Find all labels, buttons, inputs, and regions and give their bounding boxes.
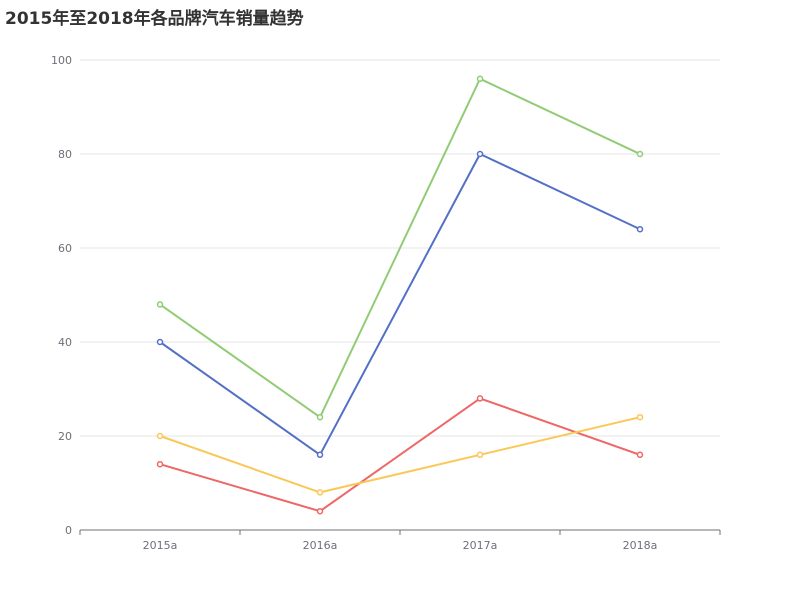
x-tick-label: 2016a bbox=[303, 539, 338, 552]
series-4 bbox=[156, 413, 644, 496]
data-point[interactable] bbox=[316, 451, 324, 459]
data-point[interactable] bbox=[476, 451, 484, 459]
data-point[interactable] bbox=[316, 507, 324, 515]
y-tick-label: 80 bbox=[58, 148, 72, 161]
data-point[interactable] bbox=[156, 338, 164, 346]
axis-layer: 0 20 40 60 80 100 2015a 2016a 2017a 2018a bbox=[51, 54, 721, 552]
data-point[interactable] bbox=[636, 451, 644, 459]
data-point[interactable] bbox=[156, 460, 164, 468]
series-1 bbox=[156, 75, 644, 421]
data-point[interactable] bbox=[316, 489, 324, 496]
data-point[interactable] bbox=[476, 150, 484, 158]
chart-title: 2015年至2018年各品牌汽车销量趋势 bbox=[5, 9, 304, 29]
data-point[interactable] bbox=[636, 150, 644, 158]
x-tick-label: 2018a bbox=[623, 539, 658, 552]
y-tick-label: 0 bbox=[65, 524, 72, 537]
data-point[interactable] bbox=[316, 413, 324, 421]
data-point[interactable] bbox=[156, 432, 164, 440]
series-line-1 bbox=[159, 77, 641, 419]
y-tick-label: 60 bbox=[58, 242, 72, 255]
data-point[interactable] bbox=[156, 301, 164, 308]
series-2 bbox=[156, 150, 644, 459]
x-tick-label: 2017a bbox=[463, 539, 498, 552]
x-tick-label: 2015a bbox=[143, 539, 178, 552]
series-3 bbox=[156, 395, 644, 515]
data-point[interactable] bbox=[476, 75, 484, 83]
data-point[interactable] bbox=[636, 413, 644, 421]
series-line-4 bbox=[159, 416, 641, 494]
data-point[interactable] bbox=[636, 225, 644, 233]
series-line-3 bbox=[159, 397, 641, 513]
y-tick-label: 100 bbox=[51, 54, 72, 67]
data-point[interactable] bbox=[476, 395, 484, 402]
series-line-2 bbox=[159, 153, 641, 456]
y-tick-label: 40 bbox=[58, 336, 72, 349]
series-layer bbox=[156, 75, 644, 515]
y-tick-label: 20 bbox=[58, 430, 72, 443]
